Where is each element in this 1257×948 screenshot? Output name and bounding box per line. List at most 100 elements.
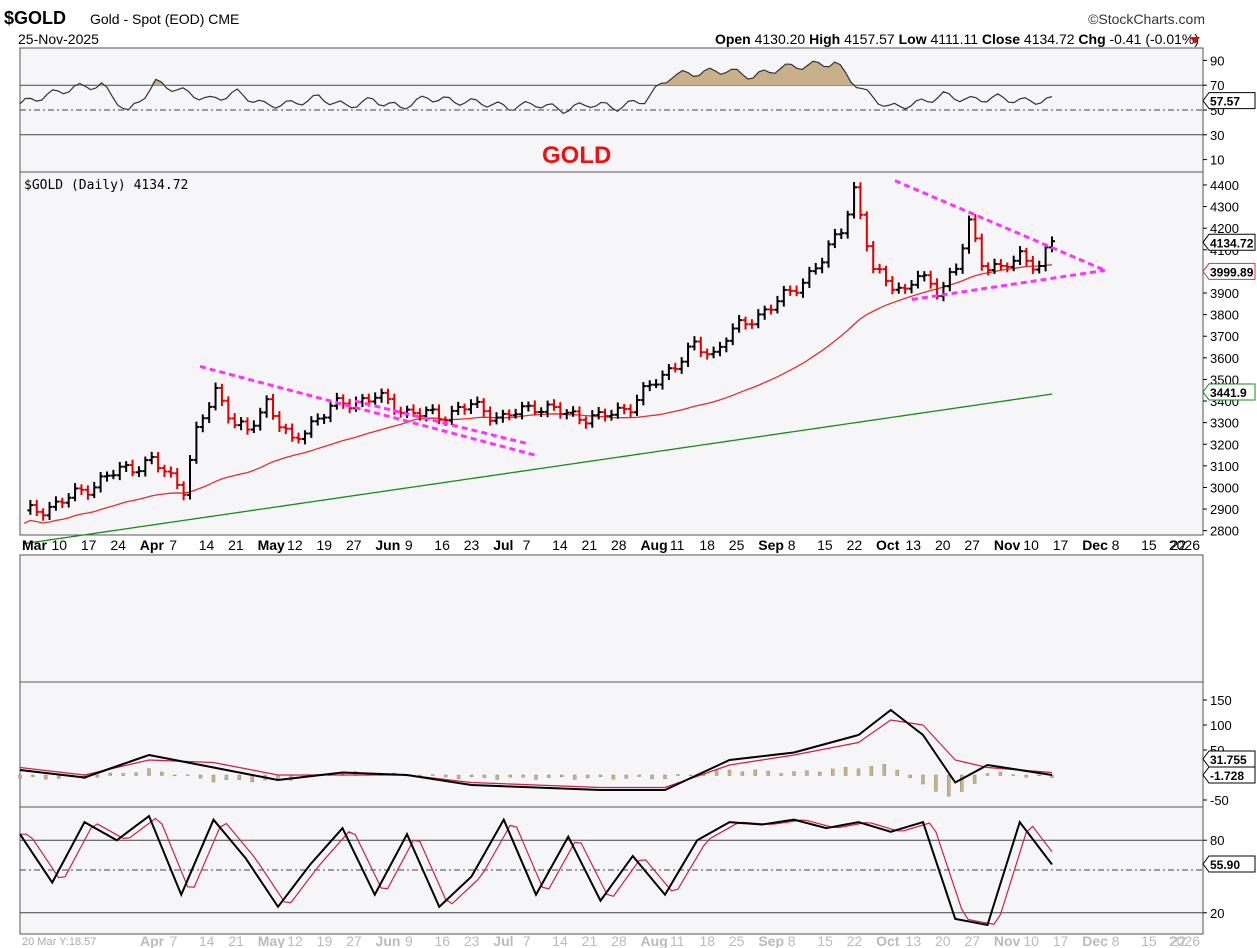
footer-x-label: Nov	[994, 933, 1021, 948]
macd-histogram-bar	[934, 774, 938, 792]
chart-date: 25-Nov-2025	[18, 31, 99, 47]
stoch-value-tag-box	[1202, 855, 1256, 873]
price-bar	[384, 388, 391, 405]
price-bar	[831, 228, 838, 249]
macd-histogram-bar	[1024, 774, 1028, 778]
price-bar	[65, 493, 72, 508]
macd-histogram-bar	[779, 773, 783, 776]
macd-axis-label: 150	[1210, 693, 1232, 708]
price-bar	[876, 263, 883, 274]
macd-histogram-bar	[818, 771, 822, 776]
price-bar	[212, 382, 219, 411]
macd-histogram-bar	[689, 774, 693, 776]
footer-x-label: 7	[169, 933, 177, 948]
price-bar	[819, 257, 826, 274]
macd-histogram-bar	[560, 774, 564, 778]
price-bar	[263, 395, 270, 418]
price-bar	[914, 270, 921, 289]
price-bar	[608, 409, 615, 421]
price-x-label: 17	[81, 537, 97, 553]
price-bar	[825, 240, 832, 268]
price-bar	[640, 382, 647, 406]
price-bar	[946, 267, 953, 292]
macd-histogram-bar	[714, 769, 719, 776]
macd-histogram-bar	[108, 772, 113, 776]
price-x-label: 15	[1141, 537, 1157, 553]
price-bar	[927, 270, 934, 289]
price-axis-label: 4400	[1210, 178, 1239, 193]
ma-short-line	[23, 264, 1053, 524]
price-x-label: 10	[1023, 537, 1039, 553]
footer-x-label: 27	[346, 933, 362, 948]
footer-x-label: 27	[964, 933, 980, 948]
stoch-value-tag: 55.90	[1210, 858, 1240, 872]
price-panel	[19, 171, 1204, 536]
price-bar	[161, 464, 168, 477]
price-bar	[799, 278, 806, 298]
price-bar	[193, 421, 200, 464]
price-bar	[544, 400, 551, 418]
footer-x-label: May	[258, 933, 285, 948]
price-bar	[91, 482, 98, 499]
price-bar	[1036, 260, 1043, 274]
chart-title: GOLD	[542, 142, 611, 169]
trendline	[354, 399, 531, 446]
price-x-label: May	[258, 537, 285, 553]
price-bar	[633, 394, 640, 416]
footer-x-label: 28	[611, 933, 627, 948]
price-bar	[678, 357, 685, 374]
price-bar	[716, 341, 723, 357]
footer-x-label: 8	[788, 933, 796, 948]
price-bar	[1029, 255, 1036, 275]
macd-histogram-bar	[147, 768, 151, 776]
close-label: Close	[981, 31, 1021, 47]
footer-x-label: Sep	[758, 933, 784, 948]
price-bar	[257, 407, 264, 431]
brand-watermark[interactable]: ©StockCharts.com	[1088, 11, 1205, 27]
macd-histogram-bar	[431, 774, 435, 776]
price-bar	[512, 408, 519, 419]
price-x-label: 10	[51, 537, 67, 553]
price-bar	[525, 401, 532, 412]
price-bar	[372, 392, 379, 405]
price-bar	[844, 210, 851, 239]
price-bar	[225, 396, 232, 424]
price-bar	[295, 432, 302, 444]
macd-histogram-bar	[211, 774, 216, 783]
macd-signal-line	[19, 719, 1053, 789]
footer-x-label: Jul	[493, 933, 513, 948]
price-x-label: 14	[199, 537, 215, 553]
price-bar	[244, 417, 251, 435]
footer-x-label: Jun	[376, 933, 401, 948]
price-bar	[110, 469, 117, 480]
price-axis-label: 2900	[1210, 502, 1239, 517]
price-bar	[531, 400, 538, 416]
price-bar	[838, 228, 845, 239]
stoch-axis-label: 20	[1210, 906, 1224, 921]
price-bar	[199, 414, 206, 433]
price-bar	[206, 402, 213, 424]
macd-histogram-bar	[237, 774, 242, 780]
price-bar	[314, 413, 321, 426]
macd-histogram-bar	[95, 774, 100, 778]
price-bar	[187, 455, 194, 500]
price-bar	[467, 399, 474, 415]
close-value: 4134.72	[1023, 31, 1075, 47]
macd-histogram-bar	[160, 771, 164, 776]
macd-histogram-bar	[598, 774, 603, 777]
rsi-axis-label: 10	[1210, 153, 1224, 168]
open-value: 4130.20	[754, 31, 806, 47]
price-bar	[621, 404, 628, 415]
price-legend: $GOLD (Daily) 4134.72	[24, 178, 188, 193]
price-bar	[997, 259, 1004, 271]
price-bar	[780, 285, 787, 307]
volume-panel	[19, 554, 1204, 683]
macd-hist-tag-box	[1202, 766, 1256, 784]
price-bar	[723, 337, 730, 353]
price-bar	[870, 241, 877, 274]
price-bar	[27, 500, 34, 515]
rsi-overbought-fill	[20, 61, 1052, 86]
macd-histogram-bar	[637, 774, 641, 777]
macd-histogram-bar	[198, 774, 203, 779]
